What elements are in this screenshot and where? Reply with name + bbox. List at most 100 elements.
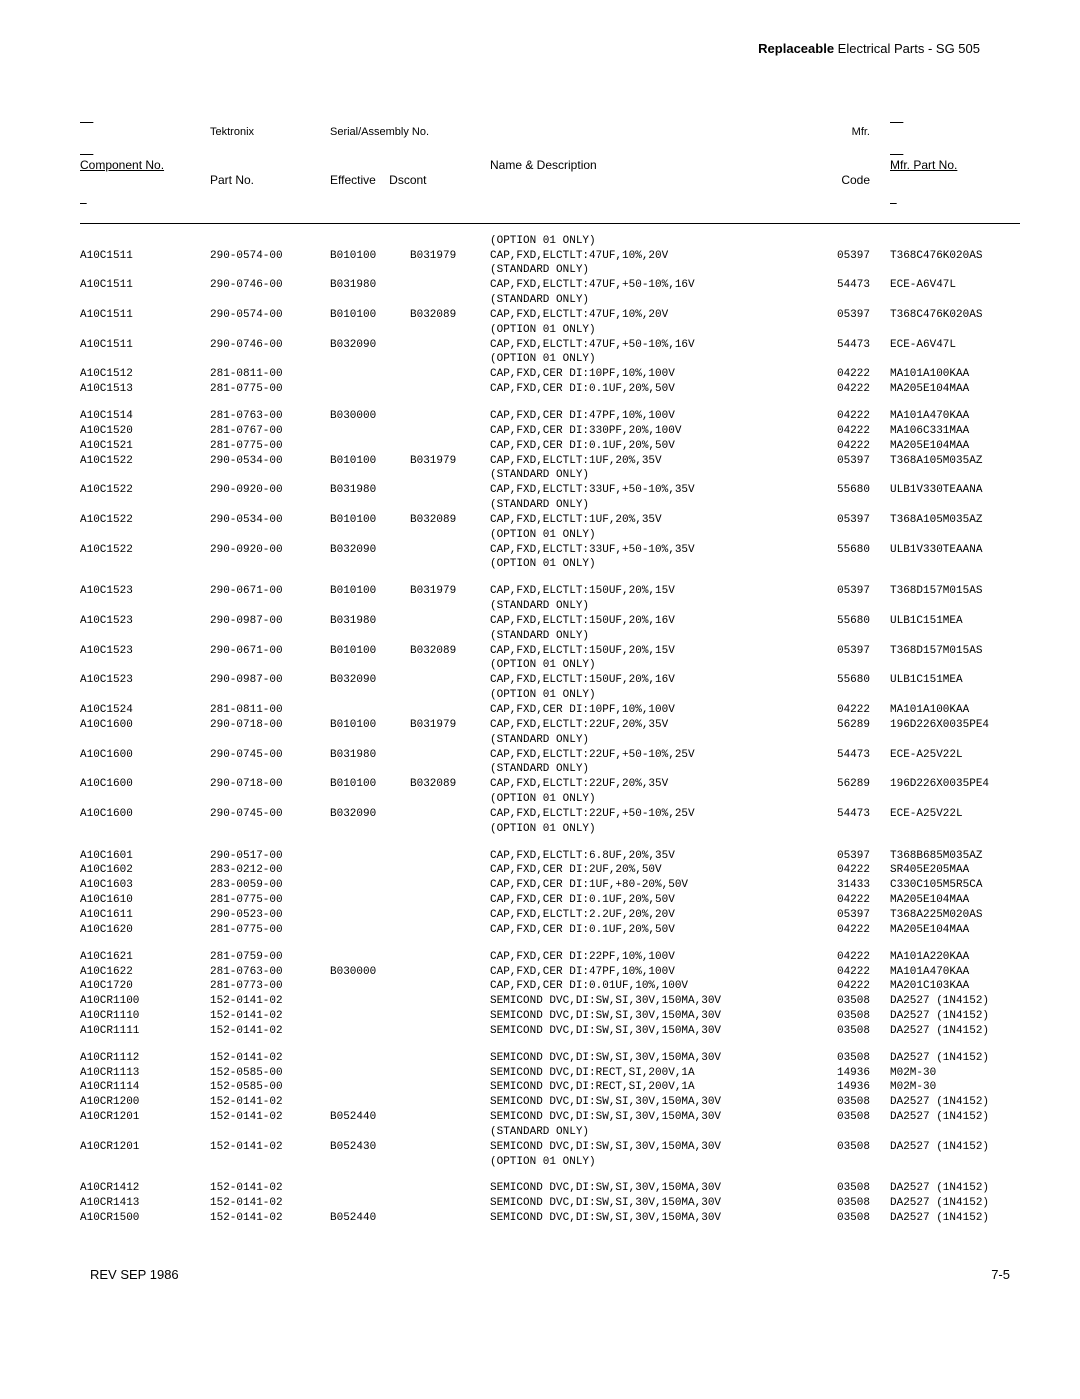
cell: 04222 (810, 893, 870, 908)
cell (210, 599, 330, 614)
cell: A10C1720 (80, 979, 210, 994)
cell: MA101A470KAA (870, 965, 1020, 980)
cell: 05397 (810, 908, 870, 923)
cell: (OPTION 01 ONLY) (490, 792, 810, 807)
cell: T368A105M035AZ (870, 513, 1020, 528)
cell (80, 792, 210, 807)
cell: (STANDARD ONLY) (490, 762, 810, 777)
cell (410, 483, 490, 498)
cell: 05397 (810, 249, 870, 264)
cell: 290-0745-00 (210, 807, 330, 822)
cell (410, 543, 490, 558)
table-row: (OPTION 01 ONLY) (80, 323, 1020, 338)
cell: A10C1620 (80, 923, 210, 938)
cell (410, 528, 490, 543)
cell (410, 658, 490, 673)
cell: 03508 (810, 1009, 870, 1024)
cell: 152-0141-02 (210, 1140, 330, 1155)
cell: 196D226X0035PE4 (870, 777, 1020, 792)
cell (330, 1009, 410, 1024)
cell (870, 352, 1020, 367)
cell (330, 1181, 410, 1196)
cell: B010100 (330, 513, 410, 528)
cell (330, 367, 410, 382)
cell (330, 908, 410, 923)
cell (330, 733, 410, 748)
cell (210, 629, 330, 644)
cell: (STANDARD ONLY) (490, 468, 810, 483)
cell: 281-0811-00 (210, 367, 330, 382)
cell (330, 658, 410, 673)
cell (410, 498, 490, 513)
cell (410, 439, 490, 454)
cell: 283-0059-00 (210, 878, 330, 893)
cell: 290-0745-00 (210, 748, 330, 763)
cell (410, 424, 490, 439)
cell (210, 468, 330, 483)
cell: SEMICOND DVC,DI:SW,SI,30V,150MA,30V (490, 1009, 810, 1024)
cell: 03508 (810, 1095, 870, 1110)
cell (410, 748, 490, 763)
cell: 281-0763-00 (210, 965, 330, 980)
cell (810, 1125, 870, 1140)
table-row: A10CR1111152-0141-02SEMICOND DVC,DI:SW,S… (80, 1024, 1020, 1039)
cell: 152-0585-00 (210, 1066, 330, 1081)
table-row: A10C1511290-0574-00B010100B031979CAP,FXD… (80, 249, 1020, 264)
cell: A10C1600 (80, 718, 210, 733)
cell: 281-0759-00 (210, 950, 330, 965)
cell: SEMICOND DVC,DI:SW,SI,30V,150MA,30V (490, 1051, 810, 1066)
cell (80, 629, 210, 644)
table-row: A10CR1114152-0585-00SEMICOND DVC,DI:RECT… (80, 1080, 1020, 1095)
table-row: A10C1511290-0746-00B031980CAP,FXD,ELCTLT… (80, 278, 1020, 293)
cell: 03508 (810, 1051, 870, 1066)
cell (410, 263, 490, 278)
cell: A10CR1500 (80, 1211, 210, 1226)
table-row: A10C1600290-0718-00B010100B031979CAP,FXD… (80, 718, 1020, 733)
cell: A10CR1110 (80, 1009, 210, 1024)
cell: DA2527 (1N4152) (870, 1024, 1020, 1039)
cell: 04222 (810, 979, 870, 994)
cell: 281-0773-00 (210, 979, 330, 994)
cell: CAP,FXD,ELCTLT:22UF,+50-10%,25V (490, 807, 810, 822)
cell: A10C1520 (80, 424, 210, 439)
cell (80, 733, 210, 748)
cell: SEMICOND DVC,DI:SW,SI,30V,150MA,30V (490, 1024, 810, 1039)
cell: MA106C331MAA (870, 424, 1020, 439)
cell (80, 599, 210, 614)
cell: A10C1513 (80, 382, 210, 397)
cell (210, 688, 330, 703)
cell (410, 762, 490, 777)
cell: 04222 (810, 382, 870, 397)
cell: T368C476K020AS (870, 308, 1020, 323)
cell: 290-0671-00 (210, 644, 330, 659)
table-row: A10C1720281-0773-00CAP,FXD,CER DI:0.01UF… (80, 979, 1020, 994)
cell: A10C1622 (80, 965, 210, 980)
cell: ECE-A6V47L (870, 278, 1020, 293)
table-row: A10C1621281-0759-00CAP,FXD,CER DI:22PF,1… (80, 950, 1020, 965)
table-row: (OPTION 01 ONLY) (80, 557, 1020, 572)
cell: 152-0141-02 (210, 1181, 330, 1196)
cell: B030000 (330, 409, 410, 424)
cell: DA2527 (1N4152) (870, 1181, 1020, 1196)
page-footer: REV SEP 1986 7-5 (80, 1266, 1020, 1284)
cell (330, 1196, 410, 1211)
cell: 152-0141-02 (210, 1024, 330, 1039)
cell: CAP,FXD,CER DI:47PF,10%,100V (490, 965, 810, 980)
table-row: A10CR1100152-0141-02SEMICOND DVC,DI:SW,S… (80, 994, 1020, 1009)
page-header: Replaceable Electrical Parts - SG 505 (80, 40, 1020, 58)
cell: SEMICOND DVC,DI:SW,SI,30V,150MA,30V (490, 1196, 810, 1211)
cell: (OPTION 01 ONLY) (490, 557, 810, 572)
cell: 290-0671-00 (210, 584, 330, 599)
cell (410, 1066, 490, 1081)
cell (410, 878, 490, 893)
table-row: A10C1600290-0718-00B010100B032089CAP,FXD… (80, 777, 1020, 792)
cell: B032090 (330, 673, 410, 688)
cell (330, 234, 410, 249)
cell (330, 1024, 410, 1039)
table-row: A10C1520281-0767-00CAP,FXD,CER DI:330PF,… (80, 424, 1020, 439)
cell (330, 439, 410, 454)
cell (330, 599, 410, 614)
col-mpn-l2: Mfr. Part No. (890, 157, 1020, 173)
cell: (OPTION 01 ONLY) (490, 658, 810, 673)
cell (810, 688, 870, 703)
